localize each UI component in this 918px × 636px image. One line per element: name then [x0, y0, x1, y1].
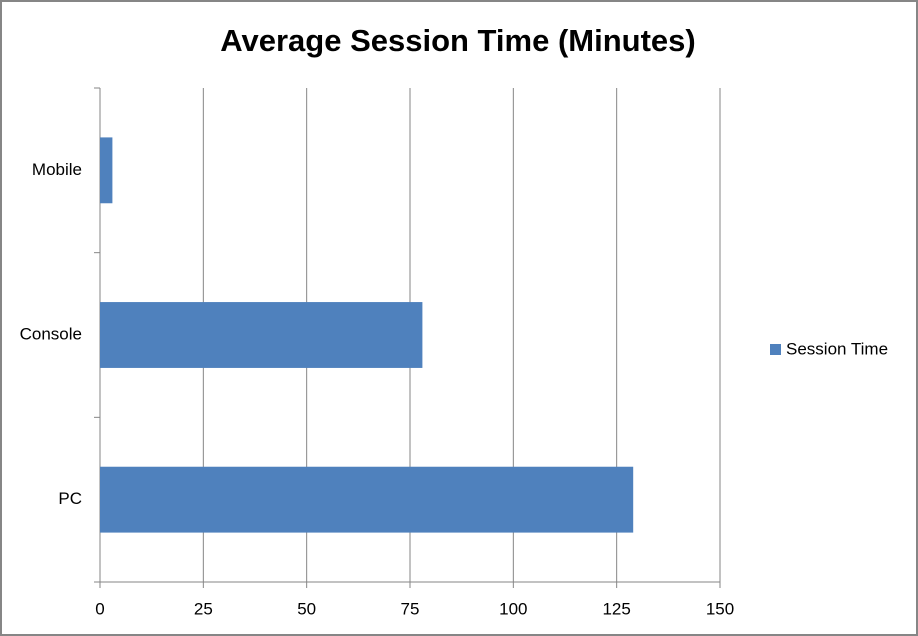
x-tick-label: 125 [602, 599, 630, 618]
bar [100, 302, 423, 368]
x-tick-label: 25 [194, 599, 213, 618]
y-tick-label: Console [20, 324, 82, 343]
x-tick-label: 75 [401, 599, 420, 618]
y-tick-label: PC [58, 489, 82, 508]
x-tick-label: 0 [95, 599, 104, 618]
bar [100, 466, 634, 533]
legend-label: Session Time [786, 339, 888, 358]
x-tick-label: 50 [297, 599, 316, 618]
chart-title: Average Session Time (Minutes) [220, 23, 695, 58]
x-tick-label: 150 [706, 599, 734, 618]
bar [100, 137, 113, 204]
y-tick-label: Mobile [32, 160, 82, 179]
legend-swatch [770, 344, 781, 355]
x-tick-label: 100 [499, 599, 527, 618]
